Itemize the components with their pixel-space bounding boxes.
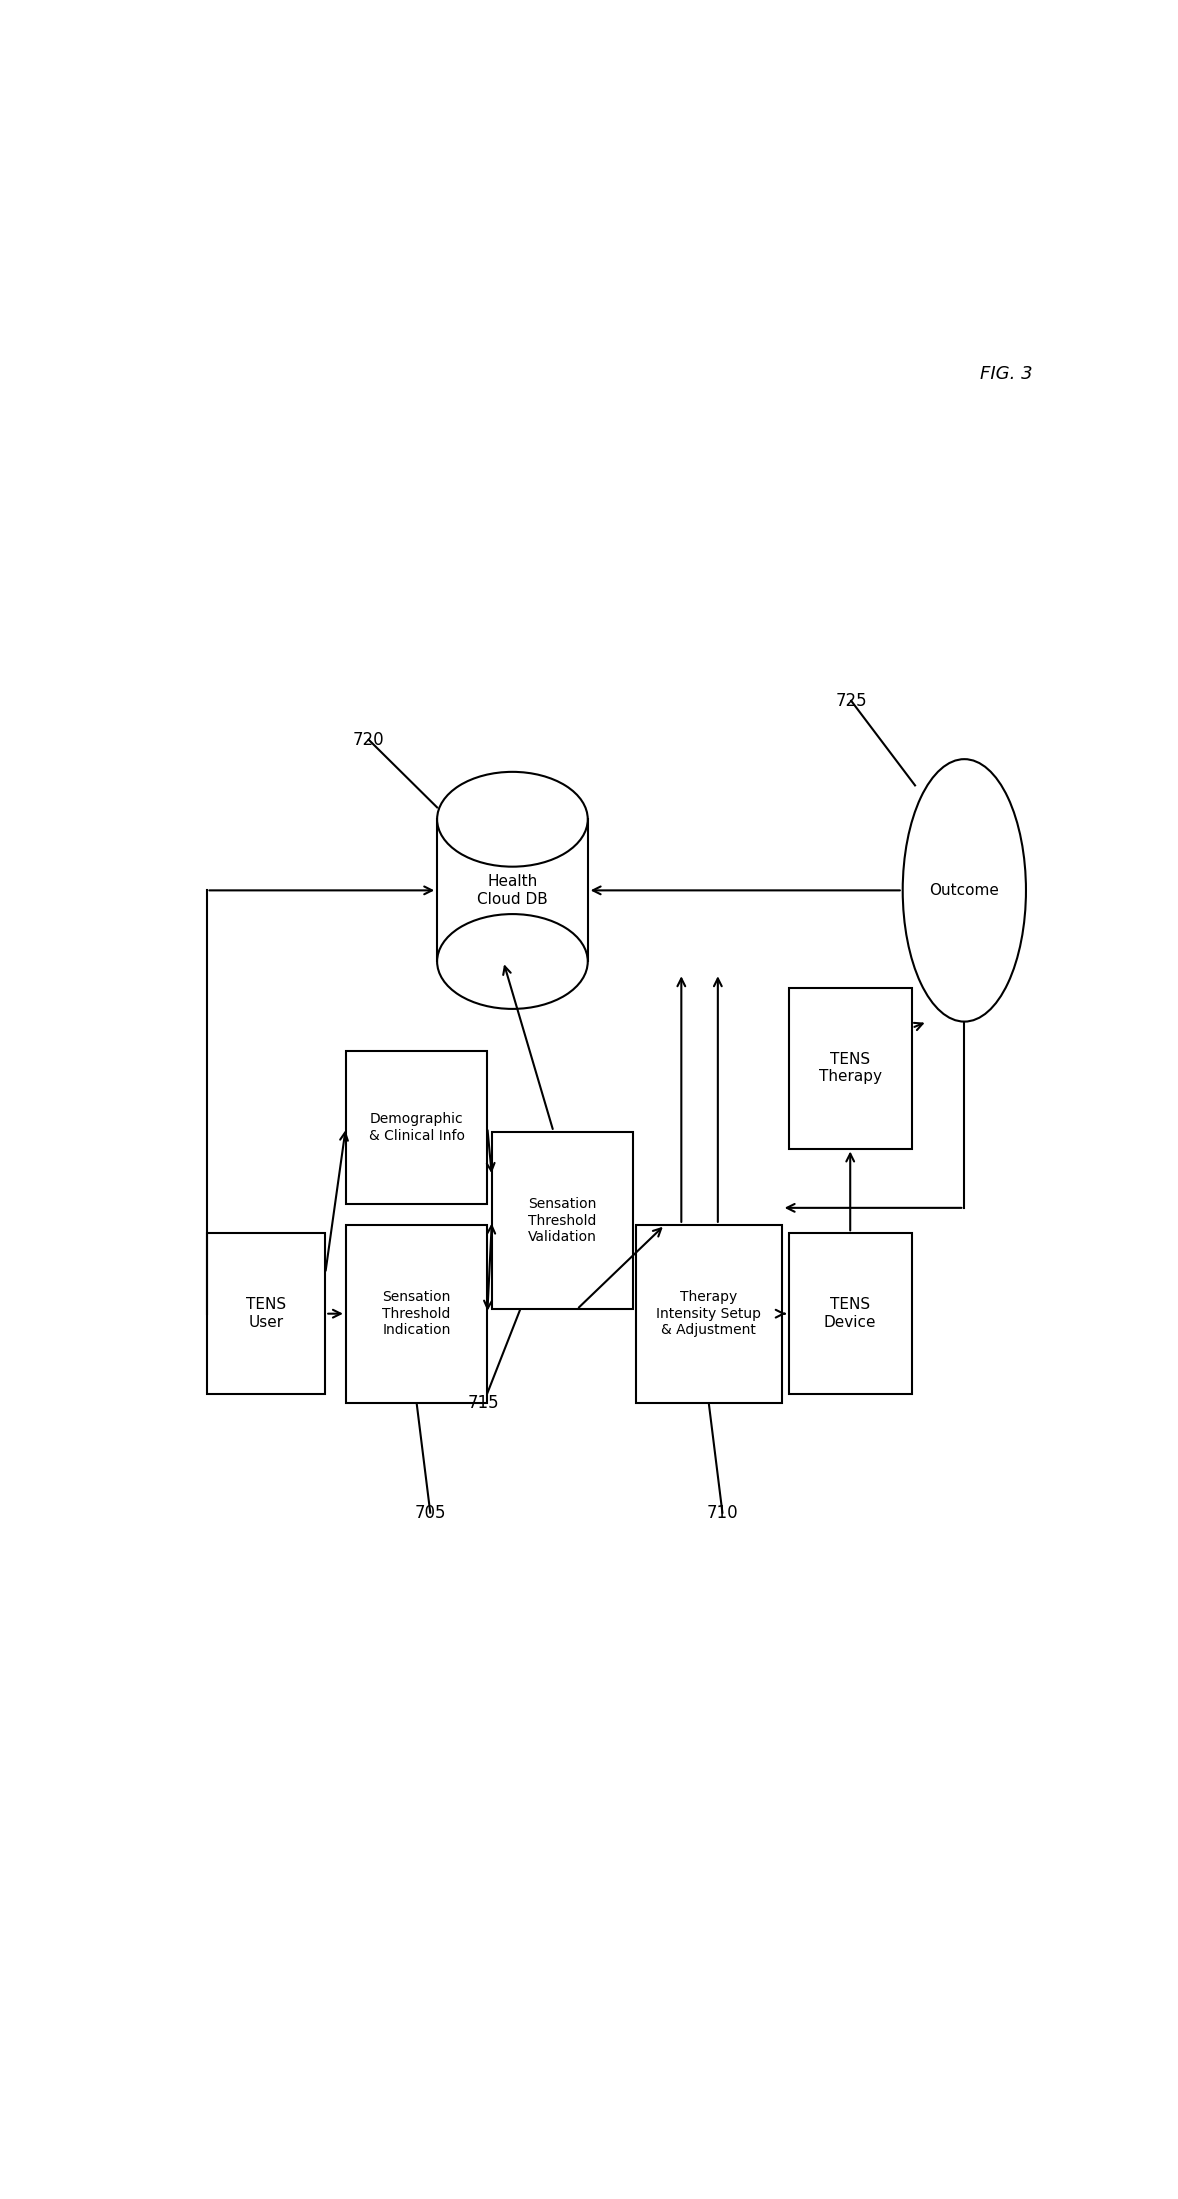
Text: 720: 720: [353, 730, 384, 748]
Text: TENS
User: TENS User: [246, 1297, 286, 1330]
Bar: [206, 1234, 325, 1394]
Text: TENS
Device: TENS Device: [823, 1297, 876, 1330]
Bar: [492, 1132, 634, 1308]
Bar: [788, 1234, 912, 1394]
Text: 725: 725: [835, 693, 867, 710]
Bar: [346, 1051, 488, 1203]
Text: FIG. 3: FIG. 3: [980, 365, 1033, 383]
Text: Sensation
Threshold
Validation: Sensation Threshold Validation: [528, 1196, 597, 1245]
Text: Demographic
& Clinical Info: Demographic & Clinical Info: [369, 1113, 464, 1143]
Bar: [788, 987, 912, 1148]
Text: 715: 715: [468, 1394, 499, 1412]
Ellipse shape: [437, 915, 588, 1009]
Text: Therapy
Intensity Setup
& Adjustment: Therapy Intensity Setup & Adjustment: [656, 1291, 761, 1337]
Text: Sensation
Threshold
Indication: Sensation Threshold Indication: [383, 1291, 451, 1337]
Bar: [437, 820, 588, 961]
Ellipse shape: [437, 772, 588, 866]
Text: Outcome: Outcome: [929, 882, 999, 897]
Text: Health
Cloud DB: Health Cloud DB: [477, 875, 548, 906]
Text: 710: 710: [707, 1504, 739, 1522]
Bar: [636, 1225, 782, 1403]
Bar: [346, 1225, 488, 1403]
Text: 705: 705: [415, 1504, 446, 1522]
Text: TENS
Therapy: TENS Therapy: [819, 1051, 881, 1084]
Ellipse shape: [902, 759, 1026, 1023]
